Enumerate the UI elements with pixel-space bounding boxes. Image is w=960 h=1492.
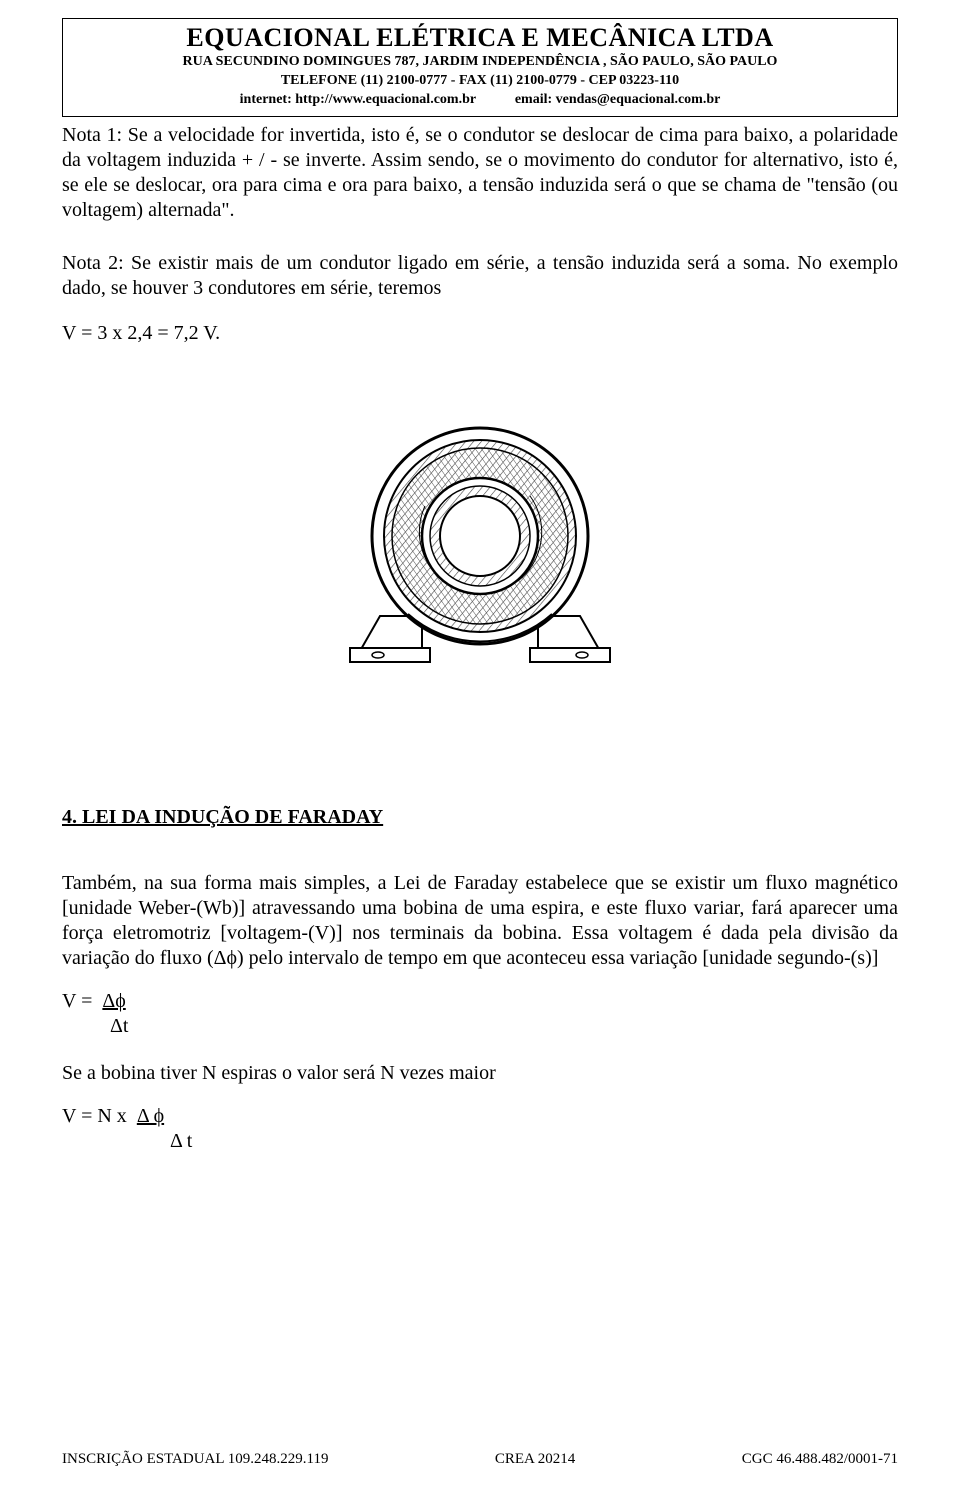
company-internet: internet: http://www.equacional.com.br: [240, 92, 476, 107]
formula-2-numerator: Δ ϕ: [137, 1105, 164, 1127]
n-turns-paragraph: Se a bobina tiver N espiras o valor será…: [62, 1061, 898, 1086]
company-name: EQUACIONAL ELÉTRICA E MECÂNICA LTDA: [71, 23, 889, 53]
company-phone-fax: TELEFONE (11) 2100-0777 - FAX (11) 2100-…: [71, 72, 889, 91]
nota-1: Nota 1: Se a velocidade for invertida, i…: [62, 123, 898, 223]
footer-crea: CREA 20214: [495, 1451, 575, 1468]
company-email: email: vendas@equacional.com.br: [515, 92, 721, 107]
section-4-title: 4. LEI DA INDUÇÃO DE FARADAY: [62, 806, 898, 829]
company-web-email: internet: http://www.equacional.com.br e…: [71, 91, 889, 110]
faraday-paragraph: Também, na sua forma mais simples, a Lei…: [62, 871, 898, 971]
formula-1-denominator: Δt: [110, 1015, 128, 1037]
footer-cgc: CGC 46.488.482/0001-71: [742, 1451, 898, 1468]
company-address: RUA SECUNDINO DOMINGUES 787, JARDIM INDE…: [71, 53, 889, 72]
footer-inscricao: INSCRIÇÃO ESTADUAL 109.248.229.119: [62, 1451, 328, 1468]
figure-stator-core: [62, 416, 898, 686]
nota-2: Nota 2: Se existir mais de um condutor l…: [62, 251, 898, 301]
formula-2-lhs: V = N x: [62, 1105, 127, 1127]
letterhead-box: EQUACIONAL ELÉTRICA E MECÂNICA LTDA RUA …: [62, 18, 898, 117]
formula-v-n-dphi-dt: V = N x Δ ϕ Δ t: [62, 1104, 898, 1154]
formula-1-numerator: Δϕ: [102, 990, 125, 1012]
formula-2-denominator: Δ t: [170, 1130, 192, 1152]
formula-v-dphi-dt: V = Δϕ Δt: [62, 989, 898, 1039]
formula-1-lhs: V =: [62, 990, 92, 1012]
page-footer: INSCRIÇÃO ESTADUAL 109.248.229.119 CREA …: [62, 1451, 898, 1468]
stator-core-icon: [330, 416, 630, 686]
equation-1: V = 3 x 2,4 = 7,2 V.: [62, 321, 898, 346]
